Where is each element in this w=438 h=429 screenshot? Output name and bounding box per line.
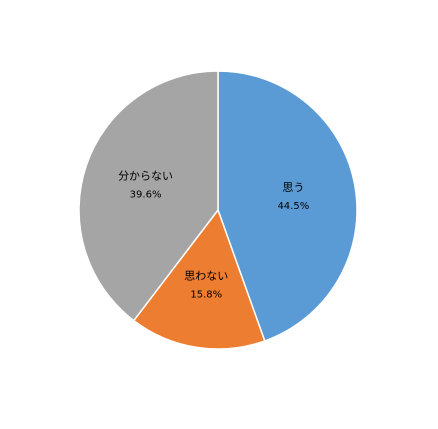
value-label: 15.8% xyxy=(190,290,222,301)
slice-label: 思わない xyxy=(184,270,228,283)
slice-label: 分からない xyxy=(118,170,173,183)
slice-label: 思う xyxy=(282,181,304,194)
pie-slice xyxy=(132,208,266,350)
value-label: 44.5% xyxy=(277,201,309,212)
value-label: 39.6% xyxy=(130,190,162,201)
pie-slice xyxy=(217,70,358,342)
pie-slice xyxy=(78,70,219,322)
